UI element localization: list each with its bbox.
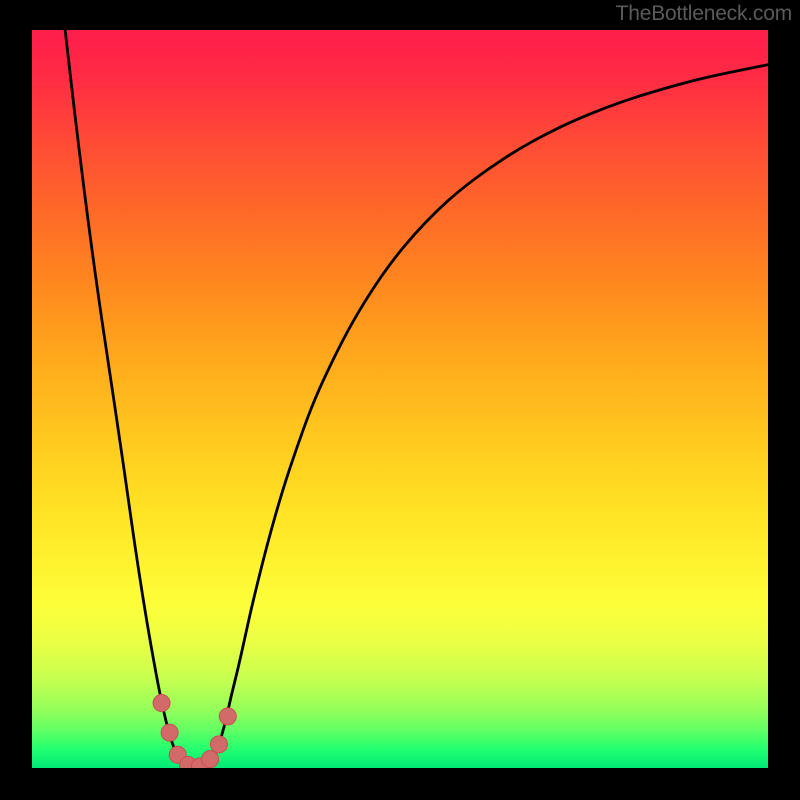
marker-dot [161,724,178,741]
chart-container: TheBottleneck.com [0,0,800,800]
watermark-text: TheBottleneck.com [616,2,792,26]
marker-dot [153,695,170,712]
gradient-background [32,30,768,768]
bottleneck-chart-svg [32,30,768,768]
marker-dot [202,751,219,768]
marker-dot [219,708,236,725]
marker-dot [210,736,227,753]
plot-area [32,30,768,768]
